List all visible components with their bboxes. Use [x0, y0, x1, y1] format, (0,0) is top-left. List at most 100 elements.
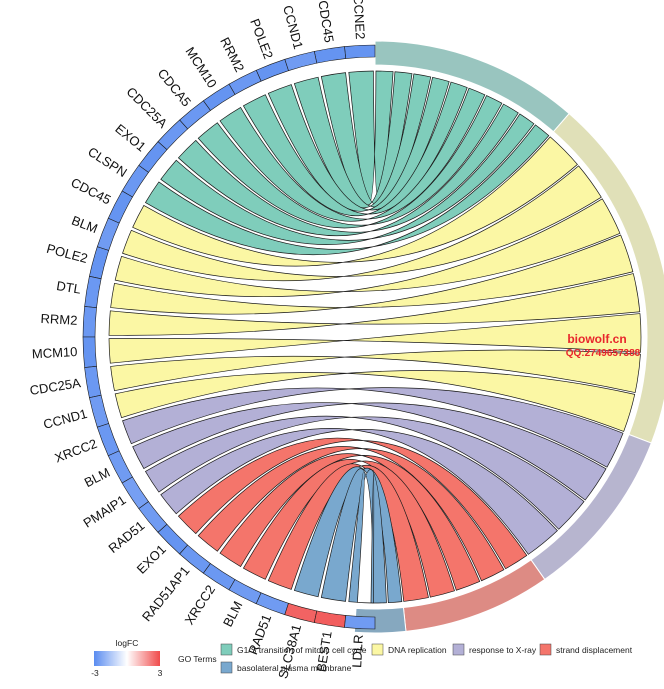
- chord-rad51-2: [160, 428, 558, 555]
- gene-arc-cdc45: [107, 190, 133, 224]
- gene-arc-rrm2: [82, 306, 97, 338]
- gene-arc-dtl: [84, 275, 102, 309]
- go-terms-legend-title: GO Terms: [178, 654, 217, 664]
- legend-label-2: response to X-ray: [469, 645, 537, 655]
- chord-mcm10-1: [108, 313, 642, 364]
- chord-ccnd1-1: [114, 370, 636, 432]
- chord-cdc25a-0: [177, 103, 519, 236]
- gene-label-blm: BLM: [82, 465, 113, 491]
- gene-label-ccnd1: CCND1: [42, 406, 89, 432]
- gene-arc-xrcc2: [96, 423, 120, 457]
- chord-cdc45-0: [320, 71, 413, 206]
- chord-ribbons: [108, 70, 642, 604]
- gene-arc-cdc25a: [157, 119, 189, 151]
- chord-pmaip1-2: [144, 415, 585, 530]
- gene-arc-rrm2: [228, 69, 262, 95]
- logfc-legend-title: logFC: [116, 638, 139, 648]
- gene-label-cdc25a: CDC25A: [29, 375, 82, 398]
- gene-label-dtl: DTL: [55, 278, 82, 297]
- logfc-max-label: 3: [158, 668, 163, 678]
- gene-label-blm: BLM: [70, 213, 100, 237]
- go-term-ring: [353, 40, 664, 634]
- gene-arc-cdca5: [179, 100, 211, 130]
- legend-swatch-1: [371, 643, 384, 656]
- gene-label-ldlr: LDLR: [349, 634, 366, 668]
- gene-label-exo1: EXO1: [112, 121, 148, 154]
- gene-arc-pole2: [255, 58, 289, 82]
- chord-ccnd1-0: [293, 73, 432, 209]
- chord-cdc25a-1: [110, 349, 641, 393]
- watermark: biowolf.cn QQ:2749657388: [566, 332, 641, 359]
- chord-cdc45-1: [132, 136, 578, 267]
- gene-label-exo1: EXO1: [134, 542, 169, 577]
- gene-label-mcm10: MCM10: [183, 44, 220, 90]
- gene-label-rrm2: RRM2: [40, 311, 78, 328]
- gene-arc-cdc45: [313, 46, 347, 64]
- gene-arc-rad51: [138, 501, 168, 533]
- chord-blm-3: [242, 459, 455, 598]
- gene-arc-blm: [228, 579, 262, 605]
- chord-rrm2-0: [242, 81, 468, 217]
- gene-arc-mcm10: [82, 336, 97, 368]
- legend-label-0: G1/S transition of mitotic cell cycle: [237, 645, 367, 655]
- gene-arc-ccnd1: [284, 51, 318, 72]
- legend-label-1: DNA replication: [388, 645, 447, 655]
- chord-xrcc2-2: [122, 387, 624, 468]
- gene-arc-mcm10: [202, 83, 236, 111]
- legend-swatch-0: [220, 643, 233, 656]
- legend-label-3: strand displacement: [556, 645, 633, 655]
- chord-slc38a1-4: [293, 466, 403, 604]
- chord-dtl-1: [110, 234, 634, 315]
- legend: logFC -3 3 GO Terms G1/S transition of m…: [91, 638, 632, 678]
- chord-pole2-0: [267, 76, 450, 212]
- logfc-colorbar: [94, 651, 160, 666]
- gene-label-pmaip1: PMAIP1: [80, 492, 128, 531]
- gene-arc-rad51: [255, 592, 289, 616]
- gene-label-cdc25a: CDC25A: [123, 84, 170, 131]
- chord-rad51ap1-3: [197, 446, 505, 582]
- legend-swatch-2: [452, 643, 465, 656]
- gene-arc-rad51ap1: [179, 544, 211, 574]
- gene-arc-exo1: [157, 523, 189, 555]
- watermark-line2: QQ:2749657388: [566, 348, 641, 359]
- gene-arc-clspn: [121, 164, 149, 198]
- gene-label-rad51: RAD51: [105, 518, 147, 556]
- gene-arc-ldlr: [344, 615, 376, 630]
- chord-blm-1: [122, 165, 602, 282]
- gene-label-best1: BEST1: [313, 630, 334, 673]
- gene-arc-xrcc2: [202, 563, 236, 591]
- legend-swatch-3: [539, 643, 552, 656]
- gene-arc-slc38a1: [284, 602, 318, 623]
- chord-xrcc2-3: [219, 453, 481, 591]
- chord-best1-4: [320, 468, 387, 604]
- gene-arc-cdc25a: [84, 365, 102, 399]
- gene-label-blm: BLM: [220, 599, 246, 630]
- gene-arc-blm: [107, 450, 133, 484]
- gene-arc-best1: [313, 610, 347, 628]
- gene-arc-ccne2: [344, 44, 376, 59]
- chord-cdca5-0: [197, 95, 503, 229]
- gene-label-rrm2: RRM2: [217, 35, 247, 75]
- logfc-min-label: -3: [91, 668, 99, 678]
- gene-arc-exo1: [138, 141, 168, 173]
- chord-blm-2: [132, 402, 607, 501]
- legend-swatch-4: [220, 661, 233, 674]
- gene-label-cdc45: CDC45: [315, 0, 336, 44]
- gene-label-ccne2: CCNE2: [351, 0, 368, 40]
- chord-clspn-0: [144, 124, 550, 256]
- gene-label-xrcc2: XRCC2: [182, 582, 219, 627]
- legend-label-4: basolateral plasma membrane: [237, 663, 352, 673]
- gene-label-clspn: CLSPN: [85, 144, 130, 180]
- gene-logfc-ring: [82, 44, 376, 630]
- gene-arc-pole2: [89, 246, 110, 280]
- gene-label-cdc45: CDC45: [69, 175, 114, 208]
- chord-pole2-1: [114, 198, 621, 298]
- gene-label-mcm10: MCM10: [32, 344, 78, 361]
- gene-label-xrcc2: XRCC2: [53, 436, 100, 466]
- go-term-legend-items: G1/S transition of mitotic cell cycle DNA…: [220, 643, 633, 674]
- watermark-line1: biowolf.cn: [567, 332, 626, 346]
- gene-label-ccnd1: CCND1: [280, 4, 306, 51]
- chord-rad51-3: [267, 463, 429, 602]
- gene-arc-blm: [96, 217, 120, 251]
